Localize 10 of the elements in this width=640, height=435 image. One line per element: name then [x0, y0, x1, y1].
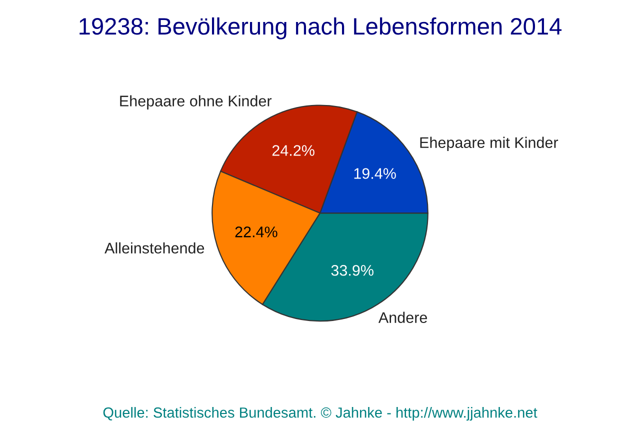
slice-label: Ehepaare ohne Kinder [120, 95, 272, 110]
slice-label: Alleinstehende [104, 242, 204, 254]
data-label: 24.2% [272, 145, 314, 156]
data-label: 33.9% [331, 264, 374, 276]
slice-label: Andere [378, 312, 428, 324]
data-label: 19.4% [354, 168, 396, 179]
chart-title: 19238: Bevölkerung nach Lebensformen 2014 [80, 17, 562, 40]
data-label: 22.4% [235, 226, 278, 238]
slice-label: Ehepaare mit Kinder [420, 136, 558, 152]
source-note: Quelle: Statistisches Bundesamt. © Jahnke - http://www.jjahnke.net [103, 407, 538, 421]
